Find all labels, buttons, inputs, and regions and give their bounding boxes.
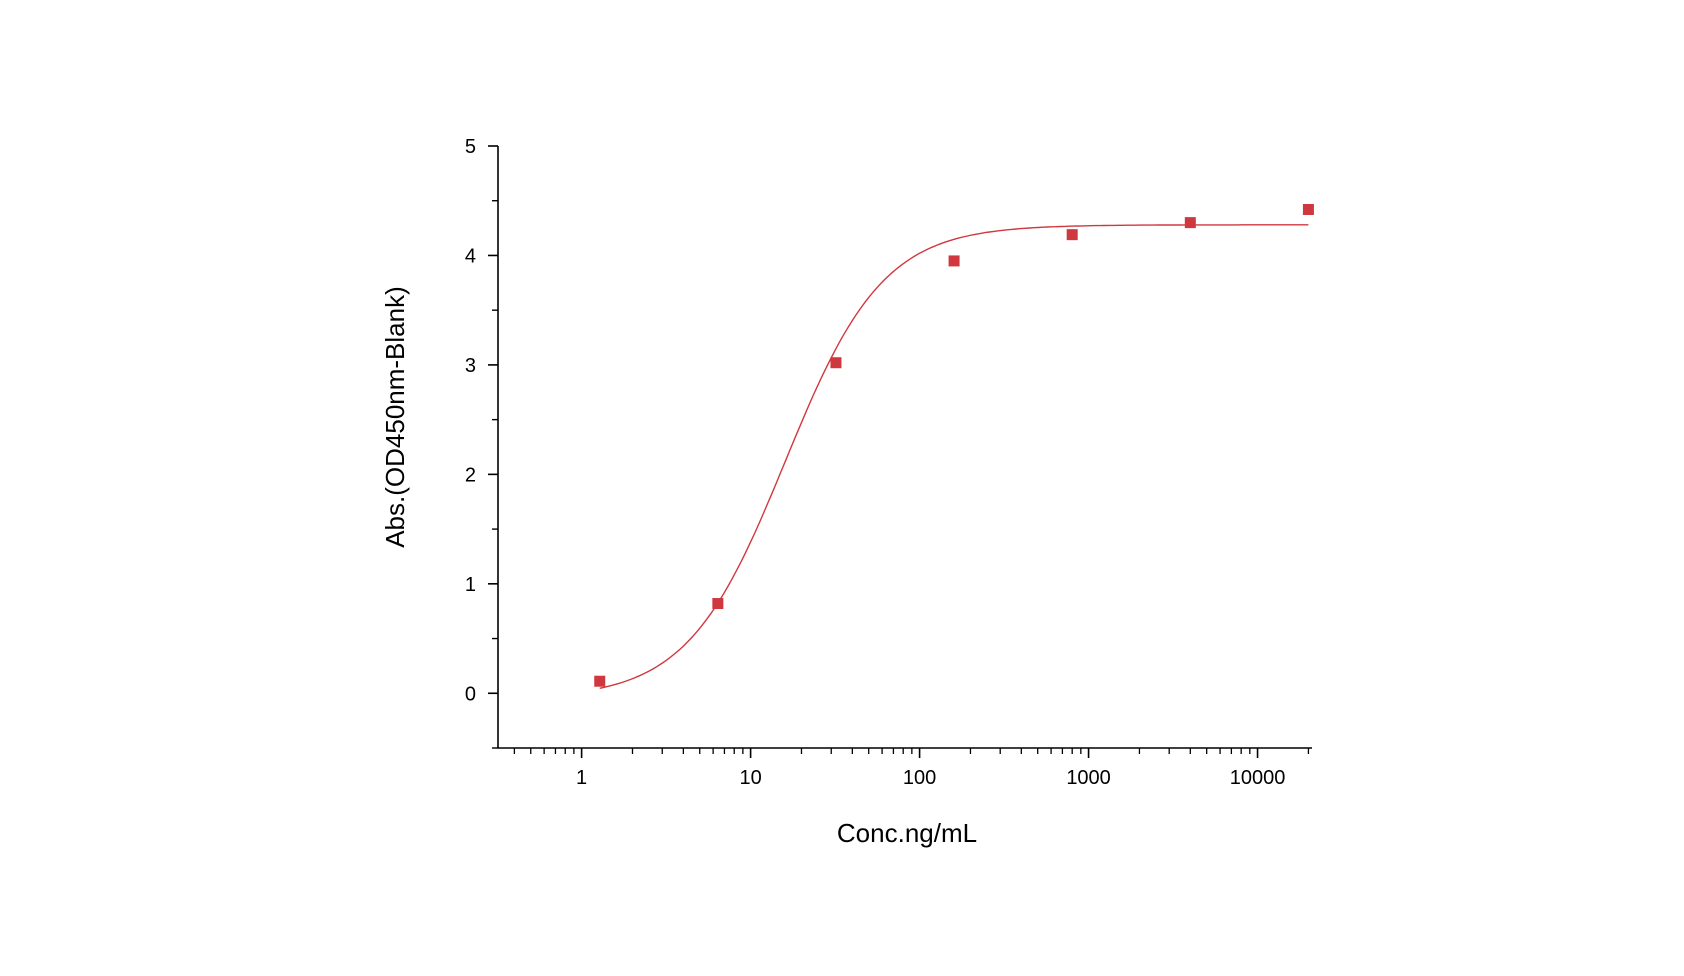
y-tick-label: 1	[465, 574, 476, 596]
y-tick-label: 3	[465, 355, 476, 377]
x-tick-label: 1	[576, 767, 587, 789]
data-point	[948, 255, 960, 267]
data-point	[712, 598, 724, 610]
data-point	[830, 357, 842, 369]
data-point	[1184, 217, 1196, 229]
x-tick-label: 1000	[1066, 767, 1111, 789]
data-point	[1066, 229, 1078, 241]
x-axis-title: Conc.ng/mL	[837, 818, 977, 848]
data-point	[1302, 203, 1314, 215]
y-tick-label: 5	[465, 136, 476, 158]
x-tick-label: 10000	[1230, 767, 1286, 789]
axes: 0 1 2 3 4 5 1 10 100 1000 10000	[465, 136, 1312, 789]
fit-curve-layer	[599, 224, 1309, 689]
y-axis-title: Abs.(OD450nm-Blank)	[380, 286, 410, 548]
x-tick-label: 10	[739, 767, 761, 789]
y-tick-label: 4	[465, 245, 476, 267]
y-tick-label: 2	[465, 464, 476, 486]
data-point	[594, 675, 606, 687]
fit-curve	[599, 224, 1309, 689]
y-tick-label: 0	[465, 683, 476, 705]
data-points-layer	[594, 203, 1314, 687]
x-tick-label: 100	[903, 767, 936, 789]
